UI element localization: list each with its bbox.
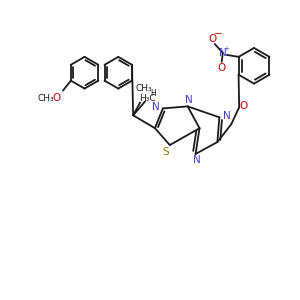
Text: +: +	[224, 46, 230, 52]
Text: N: N	[185, 95, 193, 106]
Text: O: O	[218, 63, 226, 73]
Text: O: O	[52, 94, 60, 103]
Text: H: H	[150, 89, 156, 98]
Text: CH₃: CH₃	[136, 83, 152, 92]
Text: O: O	[239, 101, 247, 111]
Text: O: O	[209, 34, 217, 44]
Text: S: S	[163, 147, 169, 157]
Text: N: N	[152, 102, 160, 112]
Text: H₃C: H₃C	[139, 94, 155, 103]
Text: N: N	[193, 155, 200, 165]
Text: N: N	[219, 48, 226, 58]
Text: N: N	[224, 111, 231, 121]
Text: CH₃: CH₃	[38, 94, 54, 103]
Text: −: −	[213, 29, 222, 39]
